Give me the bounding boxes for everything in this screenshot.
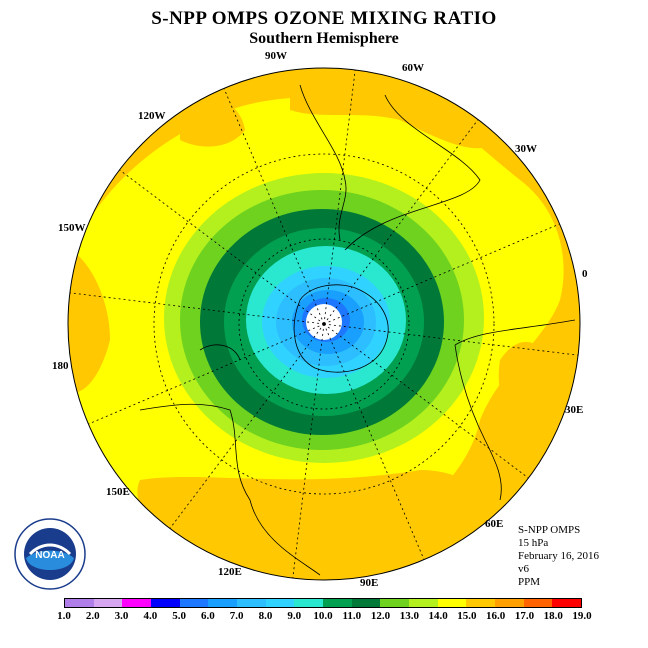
- contour-band-orange-patch: [290, 68, 500, 149]
- info-date: February 16, 2016: [518, 550, 599, 562]
- graticule: [153, 153, 495, 495]
- legend-color-10: [351, 599, 381, 607]
- legend-color-6: [237, 599, 266, 607]
- lon-label-120w: 120W: [138, 110, 166, 122]
- legend-color-14: [466, 599, 496, 607]
- legend-tick-label: 9.0: [287, 610, 302, 622]
- legend-color-1: [93, 599, 123, 607]
- legend-color-2: [122, 599, 152, 607]
- legend-tick-label: 6.0: [201, 610, 215, 622]
- legend-tick-label: 12.0: [370, 610, 391, 622]
- legend-tick-label: 1.0: [57, 610, 71, 622]
- legend-color-12: [409, 599, 438, 607]
- info-block: S-NPP OMPS 15 hPa February 16, 2016 v6 P…: [518, 524, 599, 589]
- map-disc: [68, 68, 580, 580]
- legend-tick-label: 15.0: [457, 610, 477, 622]
- legend-color-4: [179, 599, 209, 607]
- legend-color-5: [208, 599, 238, 607]
- legend-color-15: [495, 599, 524, 607]
- legend-color-8: [294, 599, 324, 607]
- lon-label-90e: 90E: [360, 577, 379, 589]
- legend-tick-label: 7.0: [229, 610, 244, 622]
- lon-label-0: 0: [582, 268, 588, 280]
- legend-color-17: [552, 599, 582, 607]
- legend-tick-label: 5.0: [172, 610, 186, 622]
- legend-colorbar: [64, 598, 582, 608]
- legend-ticks: 1.0 2.0 3.0 4.0 5.0 6.0 7.0 8.0 9.0 10.0 11.0 12.0 1…: [57, 610, 592, 624]
- legend-tick-label: 10.0: [313, 610, 333, 622]
- lon-label-120e: 120E: [218, 566, 242, 578]
- lon-label-90w: 90W: [265, 50, 287, 62]
- legend-color-0: [65, 599, 94, 607]
- info-units: PPM: [518, 576, 541, 588]
- legend-tick-label: 4.0: [143, 610, 158, 622]
- coastlines: [139, 84, 576, 576]
- legend-tick-label: 2.0: [85, 610, 100, 622]
- map-subtitle: Southern Hemisphere: [249, 30, 399, 47]
- noaa-logo-text: NOAA: [35, 550, 64, 561]
- legend-color-9: [323, 599, 352, 607]
- legend-tick-label: 13.0: [399, 610, 419, 622]
- legend-tick-label: 19.0: [572, 610, 592, 622]
- info-instrument: S-NPP OMPS: [518, 524, 581, 536]
- info-level: 15 hPa: [518, 537, 549, 549]
- legend-tick-label: 14.0: [428, 610, 448, 622]
- legend-tick-label: 11.0: [342, 610, 362, 622]
- info-version: v6: [518, 563, 529, 575]
- lon-label-30e: 30E: [565, 404, 584, 416]
- legend-color-13: [437, 599, 467, 607]
- lon-label-150e: 150E: [106, 486, 130, 498]
- legend-tick-label: 8.0: [258, 610, 273, 622]
- legend-color-3: [151, 599, 180, 607]
- map-title: S-NPP OMPS OZONE MIXING RATIO: [151, 8, 497, 29]
- contour-band-orange-patch: [498, 341, 551, 440]
- lon-label-60w: 60W: [402, 62, 424, 74]
- lon-label-60e: 60E: [485, 518, 504, 530]
- contour-band-orange-patch: [180, 96, 245, 147]
- lon-label-180: 180: [52, 360, 69, 372]
- legend-color-16: [523, 599, 553, 607]
- legend-tick-label: 3.0: [114, 610, 129, 622]
- contour-band-orange-patch: [137, 470, 487, 578]
- lon-label-150w: 150W: [58, 222, 86, 234]
- contour-band-orange-patch: [68, 250, 110, 393]
- legend-tick-label: 16.0: [486, 610, 506, 622]
- legend-tick-label: 17.0: [514, 610, 535, 622]
- legend-color-7: [265, 599, 295, 607]
- noaa-logo: NOAA: [14, 518, 86, 590]
- lon-label-30w: 30W: [515, 143, 537, 155]
- map-border: [67, 67, 581, 581]
- legend-color-11: [380, 599, 410, 607]
- legend-tick-label: 18.0: [543, 610, 563, 622]
